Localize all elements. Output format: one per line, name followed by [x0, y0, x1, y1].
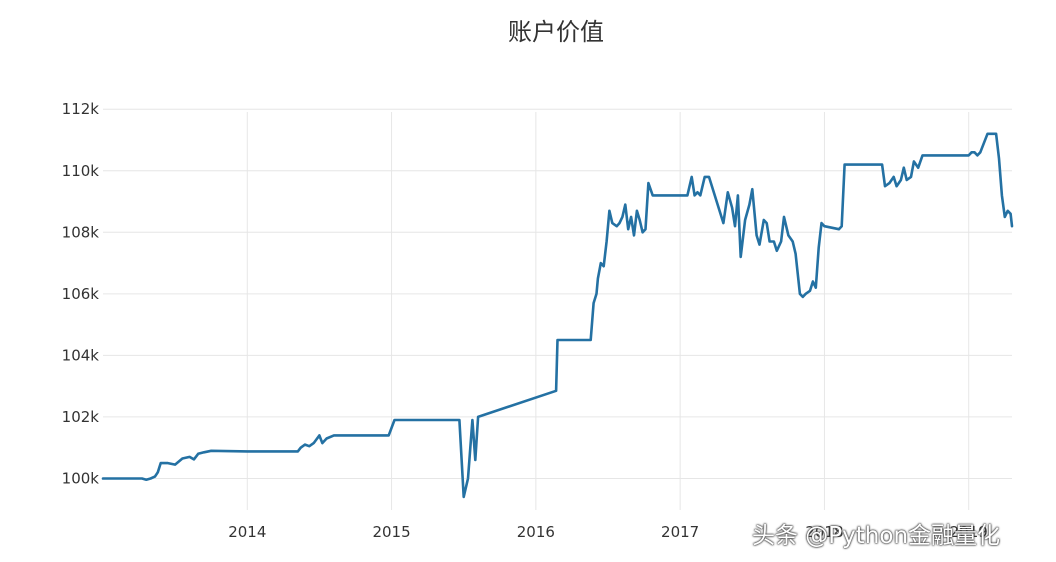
x-tick-label: 2014 [228, 523, 266, 541]
y-tick-label: 108k [62, 223, 100, 241]
y-tick-label: 100k [62, 469, 100, 487]
y-tick-label: 106k [62, 285, 100, 303]
y-tick-label: 112k [62, 100, 100, 118]
series-line [101, 132, 1014, 499]
y-tick-label: 110k [62, 162, 100, 180]
x-tick-label: 2016 [517, 523, 555, 541]
x-tick-label: 2019 [950, 523, 988, 541]
chart-title: 账户价值 [508, 18, 604, 46]
x-tick-label: 2017 [661, 523, 699, 541]
y-tick-label: 102k [62, 408, 100, 426]
x-tick-label: 2015 [372, 523, 410, 541]
y-tick-label: 104k [62, 346, 100, 364]
x-tick-label: 2018 [805, 523, 843, 541]
watermark-text: 头条 @Python金融量化 [752, 523, 1001, 549]
